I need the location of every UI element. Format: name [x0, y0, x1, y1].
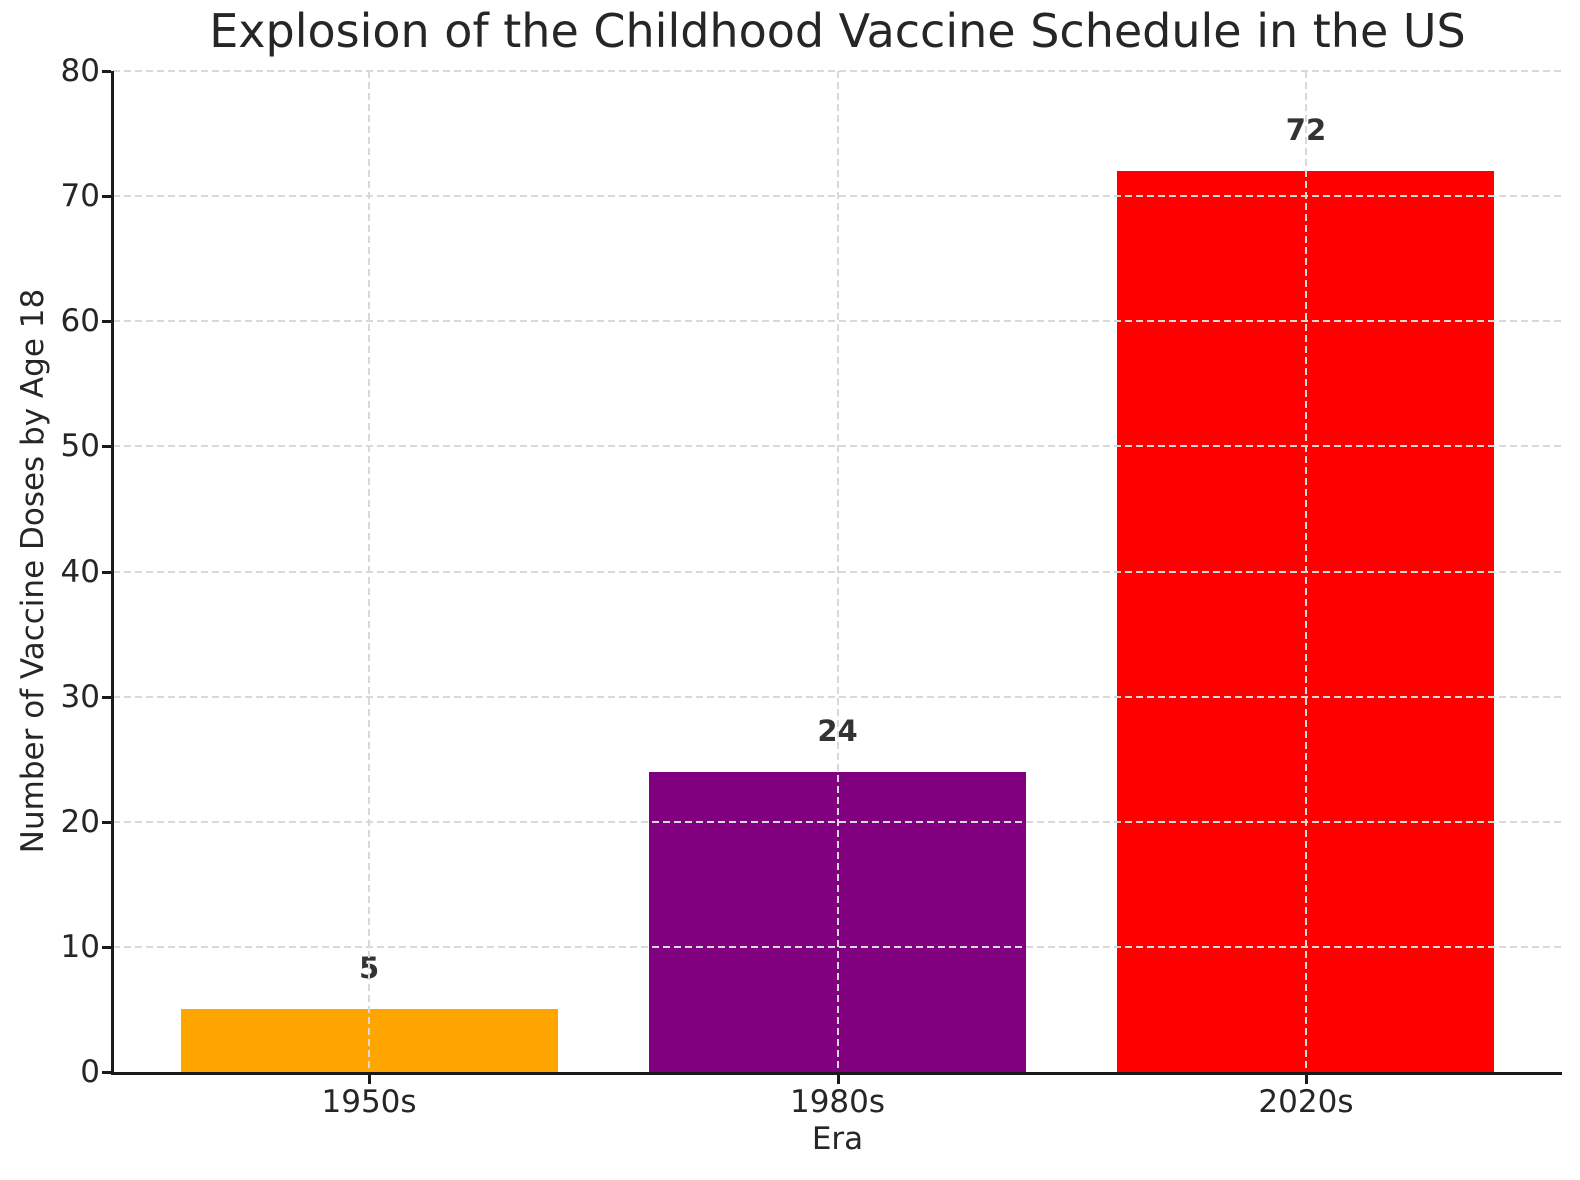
x-gridline-2020s — [1304, 71, 1307, 1072]
x-tick-mark-1980s — [836, 1075, 840, 1084]
y-tick-mark-30 — [102, 695, 111, 699]
y-axis-spine — [111, 71, 114, 1075]
y-tick-label-0: 0 — [80, 1054, 100, 1090]
y-tick-mark-20 — [102, 820, 111, 824]
x-tick-label-1980s: 1980s — [789, 1084, 886, 1120]
x-tick-mark-2020s — [1304, 1075, 1308, 1084]
y-tick-mark-0 — [102, 1071, 111, 1074]
x-tick-label-2020s: 2020s — [1258, 1084, 1354, 1120]
x-gridline-1980s — [836, 71, 839, 1072]
y-tick-label-60: 60 — [60, 303, 100, 340]
x-tick-mark-1950s — [368, 1075, 372, 1084]
y-tick-mark-70 — [102, 195, 111, 199]
x-gridline-1950s — [368, 71, 371, 1072]
y-tick-mark-80 — [102, 70, 111, 73]
y-tick-label-10: 10 — [60, 928, 100, 965]
y-tick-mark-40 — [102, 570, 111, 574]
y-tick-mark-60 — [102, 320, 111, 324]
x-axis-label: Era — [811, 1121, 864, 1157]
y-tick-mark-50 — [102, 445, 111, 449]
x-axis-spine — [111, 1072, 1562, 1075]
y-tick-label-50: 50 — [60, 428, 100, 465]
y-tick-label-20: 20 — [60, 803, 100, 840]
x-tick-label-1950s: 1950s — [321, 1084, 417, 1120]
y-tick-label-30: 30 — [60, 678, 100, 715]
chart-title: Explosion of the Childhood Vaccine Sched… — [209, 4, 1466, 58]
y-tick-label-70: 70 — [60, 178, 100, 215]
y-tick-mark-10 — [102, 945, 111, 949]
y-tick-label-80: 80 — [60, 53, 100, 89]
y-tick-label-40: 40 — [60, 553, 100, 590]
